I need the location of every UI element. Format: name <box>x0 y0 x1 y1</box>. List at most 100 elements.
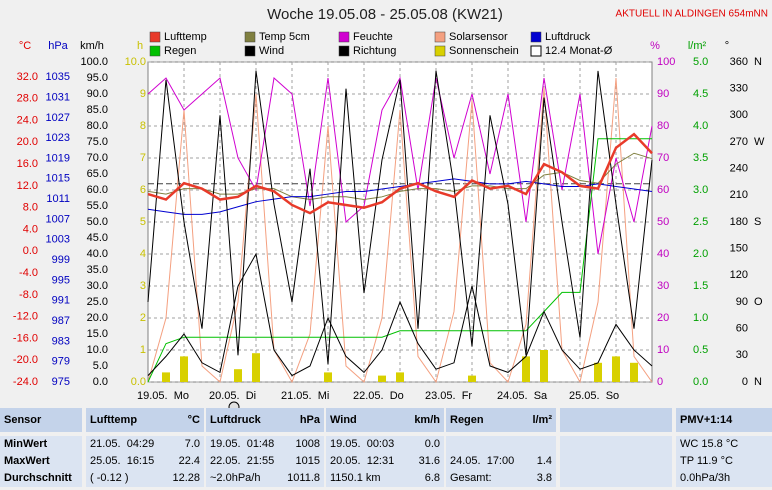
legend-swatch <box>338 45 350 57</box>
y-tick-label: 4.5 <box>693 88 708 100</box>
sunshine-bar <box>324 372 332 382</box>
table-cell-bg <box>446 436 556 453</box>
y-tick-label: 3 <box>140 280 146 292</box>
y-tick-label: 210 <box>730 189 748 201</box>
compass-label: S <box>754 216 761 228</box>
sunshine-bar <box>252 353 260 382</box>
y-tick-label: 7 <box>140 152 146 164</box>
y-tick-label: -12.0 <box>13 311 38 323</box>
y-tick-label: 1035 <box>46 71 70 83</box>
y-tick-label: 5.0 <box>93 360 108 372</box>
y-tick-label: 991 <box>52 295 70 307</box>
table-cell: 21.05. 04:29 <box>90 438 155 450</box>
y-tick-label: 25.0 <box>87 296 108 308</box>
sunshine-bar <box>378 375 386 382</box>
legend-swatch <box>149 31 161 43</box>
y-tick-label: 120 <box>730 269 748 281</box>
axis-unit: ° <box>725 40 729 52</box>
y-tick-label: 360 <box>730 56 748 68</box>
table-cell-bg <box>676 408 772 432</box>
table-cell: 6.8 <box>424 472 440 484</box>
table-cell: 3.8 <box>536 472 552 484</box>
table-cell: 1150.1 km <box>330 472 381 484</box>
y-tick-label: 80.0 <box>87 120 108 132</box>
table-cell-bg <box>206 470 324 487</box>
y-tick-label: 270 <box>730 136 748 148</box>
y-tick-label: 1019 <box>46 152 70 164</box>
table-cell: TP 11.9 °C <box>680 455 733 467</box>
sunshine-bar <box>612 356 620 382</box>
table-cell-bg <box>560 470 672 487</box>
y-tick-label: 1.0 <box>693 312 708 324</box>
y-tick-label: 0.0 <box>693 376 708 388</box>
y-tick-label: 100 <box>657 56 675 68</box>
table-cell-bg <box>676 436 772 453</box>
series-line <box>147 77 653 384</box>
y-tick-label: 0 <box>657 376 663 388</box>
y-tick-label: -20.0 <box>13 354 38 366</box>
x-tick-label: 22.05. Do <box>353 390 404 402</box>
legend-label: Richtung <box>353 45 396 57</box>
cursor-marker[interactable] <box>228 401 240 408</box>
y-tick-label: 1003 <box>46 234 70 246</box>
table-cell: 19.05. 01:48 <box>210 438 275 450</box>
sunshine-bar <box>162 372 170 382</box>
table-cell: 20.05. 12:31 <box>330 455 395 467</box>
y-tick-label: 1011 <box>46 193 70 205</box>
y-tick-label: 0 <box>742 376 748 388</box>
x-tick-label: 21.05. Mi <box>281 390 329 402</box>
sunshine-bar <box>630 362 638 382</box>
table-cell-bg <box>326 408 444 432</box>
table-row: Sensor Lufttemp °C Luftdruck hPa Wind km/h Rege… <box>0 408 772 432</box>
series-line <box>147 152 653 201</box>
y-tick-label: 4.0 <box>23 223 38 235</box>
table-cell-bg <box>206 408 324 432</box>
y-tick-label: 40 <box>657 248 669 260</box>
legend-label: Luftdruck <box>545 31 591 43</box>
y-tick-label: 20 <box>657 312 669 324</box>
table-cell: 0.0 <box>424 438 440 450</box>
y-tick-label: 55.0 <box>87 200 108 212</box>
table-row: Durchschnitt ( -0.12 ) 12.28 ~2.0hPa/h 1011.… <box>0 470 772 487</box>
table-cell-bg <box>446 408 556 432</box>
table-cell-bg <box>0 408 82 432</box>
compass-label: O <box>754 296 763 308</box>
y-tick-label: 65.0 <box>87 168 108 180</box>
y-tick-label: 10.0 <box>125 56 146 68</box>
y-tick-label: 4 <box>140 248 146 260</box>
table-cell: 7.0 <box>184 438 200 450</box>
y-tick-label: 1007 <box>46 213 70 225</box>
y-tick-label: 9 <box>140 88 146 100</box>
y-tick-label: 1.5 <box>693 280 708 292</box>
sunshine-bar <box>522 356 530 382</box>
y-tick-label: 8 <box>140 120 146 132</box>
series-line <box>147 132 653 215</box>
y-tick-label: 30.0 <box>87 280 108 292</box>
sunshine-bar <box>234 369 242 382</box>
y-tick-label: 15.0 <box>87 328 108 340</box>
series-line <box>147 138 652 383</box>
y-tick-label: 300 <box>730 109 748 121</box>
series-line <box>147 252 653 377</box>
y-tick-label: 8.0 <box>23 202 38 214</box>
y-tick-label: 28.0 <box>17 93 38 105</box>
table-cell: Durchschnitt <box>4 472 72 484</box>
table-cell: ( -0.12 ) <box>90 472 129 484</box>
y-tick-label: 150 <box>730 243 748 255</box>
axis-unit: l/m² <box>688 40 707 52</box>
y-tick-label: -24.0 <box>13 376 38 388</box>
legend-label: Sonnenschein <box>449 45 519 57</box>
y-tick-label: 30 <box>736 349 748 361</box>
legend-swatch <box>338 31 350 43</box>
legend-swatch <box>244 45 256 57</box>
table-cell: Lufttemp <box>90 414 138 426</box>
y-tick-label: 975 <box>52 376 70 388</box>
y-tick-label: 3.5 <box>693 152 708 164</box>
table-cell: Luftdruck <box>210 414 261 426</box>
series-line <box>147 76 653 255</box>
x-tick-label: 20.05. Di <box>209 390 256 402</box>
y-tick-label: 90.0 <box>87 88 108 100</box>
chart-title: Woche 19.05.08 - 25.05.08 (KW21) <box>267 6 503 23</box>
y-tick-label: 2 <box>140 312 146 324</box>
